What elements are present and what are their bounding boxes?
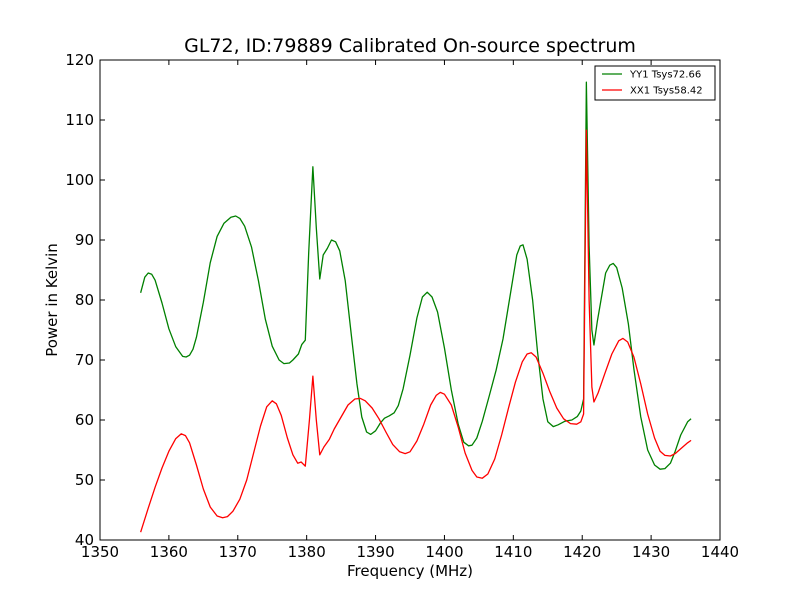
legend-box [594, 65, 716, 101]
series-line-1 [140, 129, 692, 533]
series-line-0 [140, 81, 692, 470]
series-layer [140, 81, 692, 533]
y-tick-label: 40 [75, 531, 94, 549]
x-tick-label: 1430 [632, 543, 670, 561]
y-axis-label: Power in Kelvin [43, 243, 61, 357]
legend: YY1 Tsys72.66 XX1 Tsys58.42 [594, 65, 716, 101]
y-tick-label: 80 [75, 291, 94, 309]
x-tick-label: 1440 [701, 543, 739, 561]
y-tick-label: 110 [65, 111, 94, 129]
x-tick-label: 1380 [288, 543, 326, 561]
y-tick-label: 70 [75, 351, 94, 369]
x-tick-label: 1420 [563, 543, 601, 561]
x-axis-label: Frequency (MHz) [347, 562, 473, 580]
plot-area: 1350 1360 1370 1380 1390 1400 1410 1420 1430 1440… [65, 51, 739, 561]
legend-label-yy1: YY1 Tsys72.66 [629, 70, 701, 81]
y-tick-label: 100 [65, 171, 94, 189]
tick-layer: 1350 1360 1370 1380 1390 1400 1410 1420 1430 1440… [65, 51, 739, 561]
chart-title: GL72, ID:79889 Calibrated On-source spec… [184, 35, 636, 57]
legend-label-xx1: XX1 Tsys58.42 [630, 86, 703, 97]
x-tick-label: 1410 [494, 543, 532, 561]
x-tick-label: 1350 [81, 543, 119, 561]
x-tick-label: 1390 [356, 543, 394, 561]
plot-background [100, 60, 720, 540]
x-tick-label: 1400 [425, 543, 463, 561]
y-tick-label: 90 [75, 231, 94, 249]
y-tick-label: 60 [75, 411, 94, 429]
y-tick-label: 50 [75, 471, 94, 489]
x-tick-label: 1370 [219, 543, 257, 561]
x-tick-label: 1360 [150, 543, 188, 561]
y-tick-label: 120 [65, 51, 94, 69]
